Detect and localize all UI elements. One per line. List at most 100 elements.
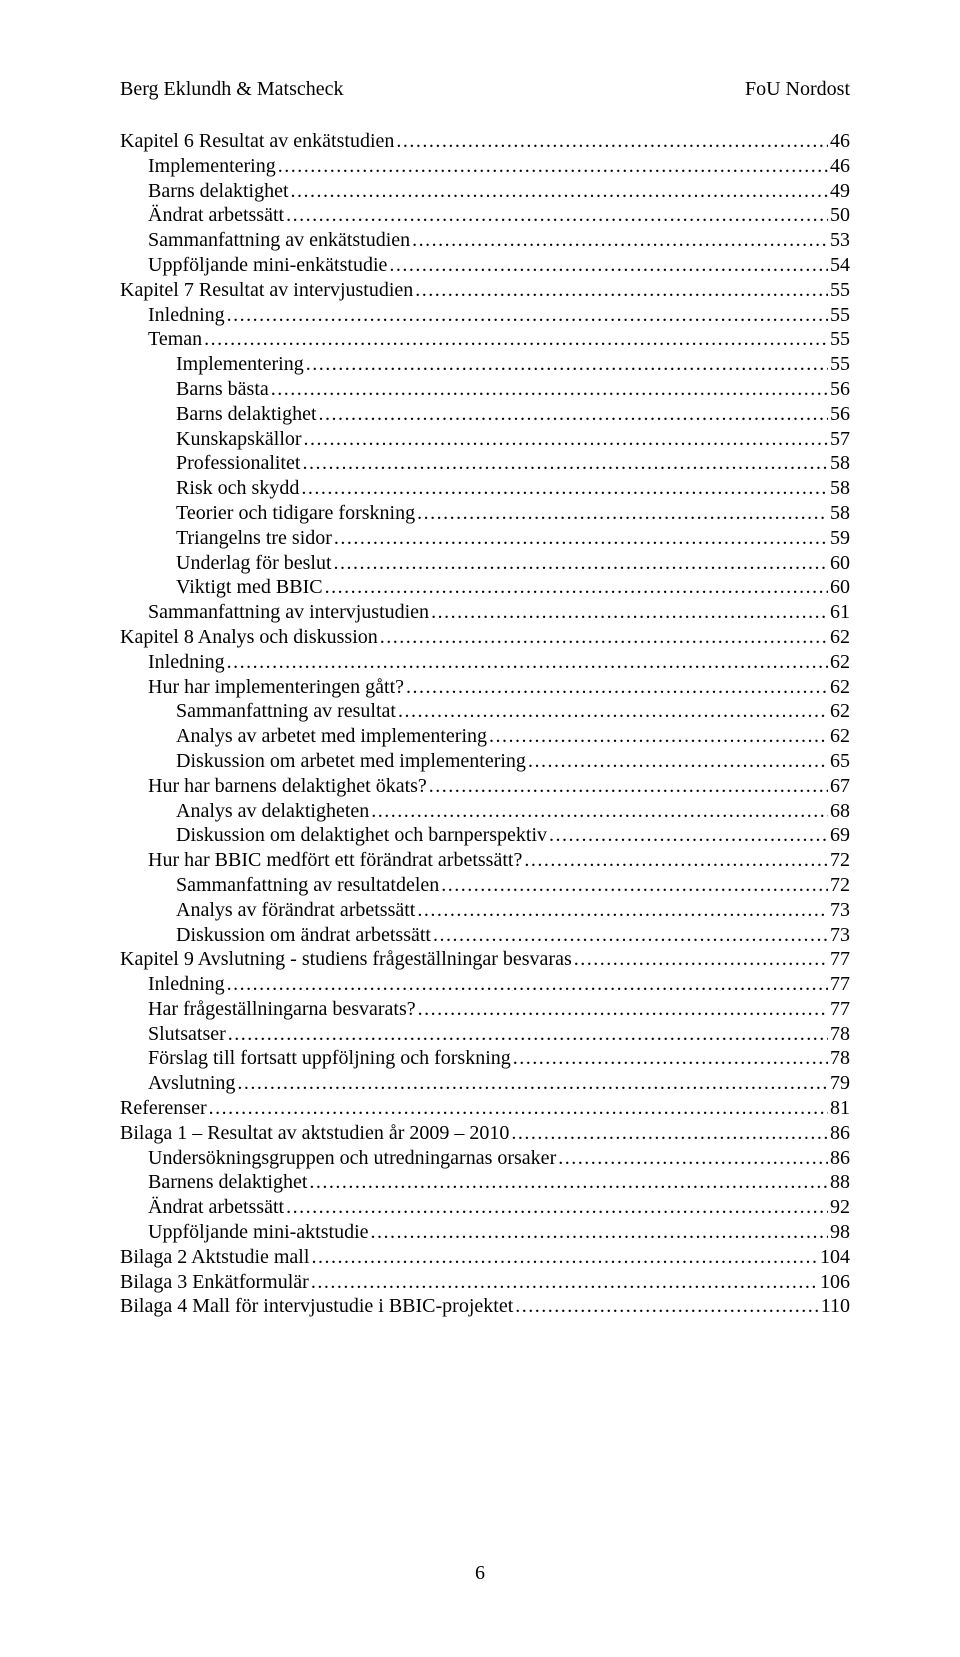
toc-page: 53 (830, 228, 850, 253)
toc-label: Avslutning (148, 1071, 235, 1096)
toc-label: Inledning (148, 972, 225, 997)
toc-label: Kapitel 8 Analys och diskussion (120, 625, 378, 650)
toc-page: 62 (830, 724, 850, 749)
toc-leader (415, 278, 828, 303)
toc-page: 60 (830, 551, 850, 576)
toc-row: Diskussion om arbetet med implementering… (120, 749, 850, 774)
toc-row: Kapitel 6 Resultat av enkätstudien 46 (120, 129, 850, 154)
toc-leader (412, 228, 828, 253)
toc-label: Analys av arbetet med implementering (176, 724, 487, 749)
toc-row: Sammanfattning av resultatdelen 72 (120, 873, 850, 898)
toc-leader (371, 799, 828, 824)
toc-page: 78 (830, 1046, 850, 1071)
toc-row: Implementering 55 (120, 352, 850, 377)
toc-leader (418, 997, 828, 1022)
toc-page: 65 (830, 749, 850, 774)
header-left: Berg Eklundh & Matscheck (120, 78, 343, 101)
toc-page: 49 (830, 179, 850, 204)
toc-row: Kapitel 8 Analys och diskussion 62 (120, 625, 850, 650)
toc-page: 55 (830, 352, 850, 377)
toc-label: Sammanfattning av enkätstudien (148, 228, 410, 253)
toc-label: Underlag för beslut (176, 551, 332, 576)
toc-leader (304, 427, 828, 452)
toc-page: 50 (830, 203, 850, 228)
toc-row: Hur har implementeringen gått? 62 (120, 675, 850, 700)
toc-page: 72 (830, 873, 850, 898)
toc-row: Analys av delaktigheten 68 (120, 799, 850, 824)
toc-row: Inledning 77 (120, 972, 850, 997)
toc-leader (511, 1121, 828, 1146)
toc-page: 77 (830, 947, 850, 972)
toc-row: Uppföljande mini-aktstudie 98 (120, 1220, 850, 1245)
toc-page: 57 (830, 427, 850, 452)
page-header: Berg Eklundh & Matscheck FoU Nordost (120, 78, 850, 101)
toc-leader (227, 303, 828, 328)
toc-page: 68 (830, 799, 850, 824)
toc-page: 73 (830, 898, 850, 923)
toc-row: Kapitel 7 Resultat av intervjustudien 55 (120, 278, 850, 303)
toc-leader (271, 377, 828, 402)
toc-label: Teorier och tidigare forskning (176, 501, 415, 526)
toc-label: Bilaga 2 Aktstudie mall (120, 1245, 309, 1270)
toc-leader (431, 600, 828, 625)
toc-leader (429, 774, 828, 799)
toc-label: Barnens delaktighet (148, 1170, 307, 1195)
toc-label: Inledning (148, 650, 225, 675)
toc-row: Undersökningsgruppen och utredningarnas … (120, 1146, 850, 1171)
toc-label: Viktigt med BBIC (176, 575, 323, 600)
toc-page: 56 (830, 377, 850, 402)
document-page: Berg Eklundh & Matscheck FoU Nordost Kap… (0, 0, 960, 1657)
toc-page: 72 (830, 848, 850, 873)
toc-leader (398, 699, 828, 724)
toc-leader (334, 551, 828, 576)
toc-row: Bilaga 4 Mall för intervjustudie i BBIC-… (120, 1294, 850, 1319)
toc-leader (227, 972, 828, 997)
toc-page: 58 (830, 501, 850, 526)
toc-label: Ändrat arbetssätt (148, 1195, 284, 1220)
toc-leader (417, 898, 828, 923)
toc-leader (306, 352, 828, 377)
toc-row: Ändrat arbetssätt 50 (120, 203, 850, 228)
toc-page: 62 (830, 675, 850, 700)
toc-row: Barns delaktighet 56 (120, 402, 850, 427)
toc-row: Hur har BBIC medfört ett förändrat arbet… (120, 848, 850, 873)
toc-leader (441, 873, 828, 898)
toc-label: Barns bästa (176, 377, 269, 402)
toc-leader (334, 526, 828, 551)
toc-page: 77 (830, 972, 850, 997)
toc-label: Kunskapskällor (176, 427, 302, 452)
toc-label: Sammanfattning av resultatdelen (176, 873, 439, 898)
toc-row: Kunskapskällor 57 (120, 427, 850, 452)
toc-row: Teman 55 (120, 327, 850, 352)
toc-row: Uppföljande mini-enkätstudie 54 (120, 253, 850, 278)
toc-leader (524, 848, 828, 873)
toc-leader (417, 501, 828, 526)
toc-label: Referenser (120, 1096, 207, 1121)
toc-leader (286, 203, 828, 228)
toc-leader (291, 179, 828, 204)
toc-page: 92 (830, 1195, 850, 1220)
toc-row: Analys av förändrat arbetssätt 73 (120, 898, 850, 923)
toc-leader (301, 476, 828, 501)
toc-row: Avslutning 79 (120, 1071, 850, 1096)
toc-leader (237, 1071, 828, 1096)
toc-page: 69 (830, 823, 850, 848)
toc-leader (528, 749, 828, 774)
toc-row: Inledning 55 (120, 303, 850, 328)
toc-leader (209, 1096, 828, 1121)
toc-label: Barns delaktighet (148, 179, 289, 204)
toc-row: Hur har barnens delaktighet ökats? 67 (120, 774, 850, 799)
toc-leader (204, 327, 828, 352)
toc-row: Förslag till fortsatt uppföljning och fo… (120, 1046, 850, 1071)
toc-leader (433, 923, 828, 948)
toc-leader (311, 1270, 818, 1295)
toc-page: 58 (830, 476, 850, 501)
toc-label: Inledning (148, 303, 225, 328)
toc-leader (574, 947, 828, 972)
toc-label: Implementering (176, 352, 304, 377)
toc-row: Barns bästa 56 (120, 377, 850, 402)
toc-row: Sammanfattning av enkätstudien 53 (120, 228, 850, 253)
toc-label: Bilaga 1 – Resultat av aktstudien år 200… (120, 1121, 509, 1146)
toc-page: 73 (830, 923, 850, 948)
toc-leader (549, 823, 828, 848)
